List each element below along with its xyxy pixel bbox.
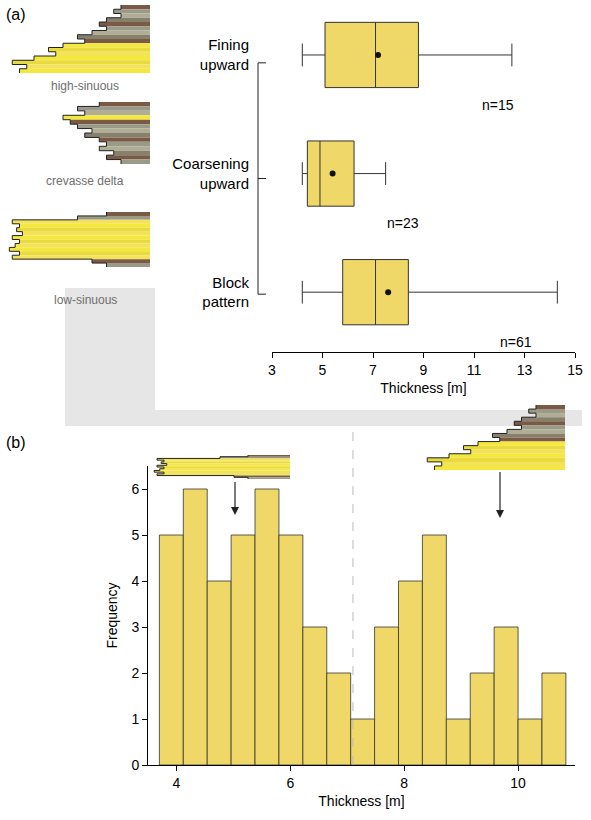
svg-text:11: 11 — [467, 362, 482, 378]
svg-text:n=61: n=61 — [500, 334, 532, 350]
svg-text:crevasse delta: crevasse delta — [46, 174, 124, 188]
svg-text:5: 5 — [319, 362, 327, 378]
svg-text:Frequency: Frequency — [104, 582, 120, 648]
svg-text:Thickness [m]: Thickness [m] — [318, 793, 404, 809]
svg-text:5: 5 — [131, 527, 139, 543]
svg-text:(b): (b) — [6, 434, 26, 451]
svg-text:Coarseningupward: Coarseningupward — [172, 155, 249, 192]
svg-text:6: 6 — [131, 481, 139, 497]
svg-text:0: 0 — [131, 757, 139, 773]
svg-text:13: 13 — [517, 362, 533, 378]
svg-text:3: 3 — [131, 619, 139, 635]
svg-text:(a): (a) — [6, 6, 26, 23]
svg-text:6: 6 — [286, 775, 294, 791]
svg-text:Blockpattern: Blockpattern — [202, 274, 249, 311]
svg-text:n=15: n=15 — [482, 97, 514, 113]
svg-text:Thickness [m]: Thickness [m] — [380, 380, 466, 396]
svg-text:high-sinuous: high-sinuous — [51, 79, 119, 93]
svg-text:4: 4 — [173, 775, 181, 791]
svg-text:Finingupward: Finingupward — [200, 36, 249, 73]
svg-text:3: 3 — [268, 362, 276, 378]
svg-text:15: 15 — [567, 362, 583, 378]
svg-text:low-sinuous: low-sinuous — [54, 293, 117, 307]
svg-text:4: 4 — [131, 573, 139, 589]
svg-text:1: 1 — [131, 711, 139, 727]
svg-text:2: 2 — [131, 665, 139, 681]
svg-text:9: 9 — [420, 362, 428, 378]
svg-text:n=23: n=23 — [387, 215, 419, 231]
svg-text:7: 7 — [369, 362, 377, 378]
svg-text:8: 8 — [400, 775, 408, 791]
svg-text:10: 10 — [510, 775, 526, 791]
